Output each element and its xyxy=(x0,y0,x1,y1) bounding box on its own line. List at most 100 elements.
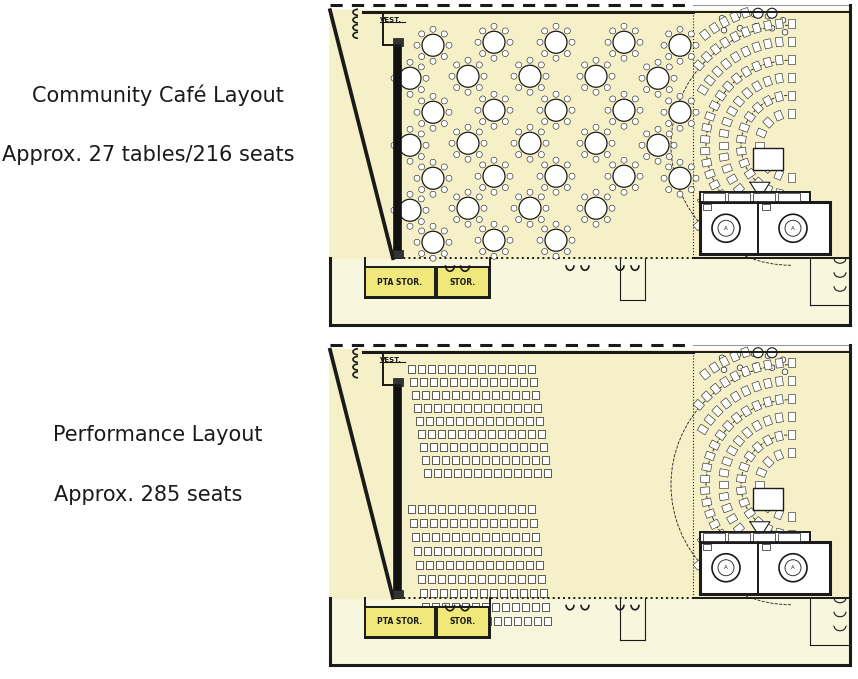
Circle shape xyxy=(553,91,559,97)
Circle shape xyxy=(644,153,650,160)
Circle shape xyxy=(593,57,599,63)
Bar xyxy=(424,404,431,411)
Bar xyxy=(480,443,487,451)
Bar xyxy=(774,509,783,520)
Circle shape xyxy=(441,121,447,126)
Circle shape xyxy=(632,96,638,102)
Bar xyxy=(762,544,770,550)
Bar xyxy=(420,589,427,597)
Bar xyxy=(730,567,741,579)
Circle shape xyxy=(677,125,683,131)
Circle shape xyxy=(632,119,638,124)
Bar xyxy=(488,365,495,373)
Bar xyxy=(764,57,772,68)
Circle shape xyxy=(553,124,559,129)
Text: STOR.: STOR. xyxy=(450,617,476,626)
Circle shape xyxy=(593,189,599,196)
Bar xyxy=(721,560,732,572)
Bar xyxy=(462,456,469,464)
Bar xyxy=(508,574,515,583)
Circle shape xyxy=(465,189,471,196)
Circle shape xyxy=(735,12,740,18)
Circle shape xyxy=(399,134,421,156)
Bar xyxy=(744,168,756,179)
Bar xyxy=(710,43,721,55)
Bar xyxy=(498,430,505,438)
Bar xyxy=(710,575,721,587)
Bar xyxy=(776,19,783,29)
Circle shape xyxy=(407,59,413,65)
Bar xyxy=(763,456,774,468)
Bar xyxy=(434,547,441,555)
Bar xyxy=(702,498,712,507)
Bar xyxy=(752,578,761,588)
Bar xyxy=(710,383,721,394)
Bar xyxy=(744,451,756,462)
Bar xyxy=(466,417,473,425)
Bar xyxy=(458,574,465,583)
Circle shape xyxy=(577,73,583,79)
Circle shape xyxy=(610,28,616,34)
Bar xyxy=(458,504,465,513)
Bar xyxy=(498,574,505,583)
Circle shape xyxy=(507,237,513,243)
Circle shape xyxy=(718,220,734,236)
Bar xyxy=(460,519,467,527)
Circle shape xyxy=(541,226,547,232)
Bar xyxy=(734,435,745,447)
Bar xyxy=(536,417,543,425)
Circle shape xyxy=(414,239,420,245)
Circle shape xyxy=(545,230,567,251)
Bar xyxy=(428,574,435,583)
Bar xyxy=(522,456,529,464)
Circle shape xyxy=(480,96,486,102)
Bar xyxy=(502,456,509,464)
Bar xyxy=(730,227,741,239)
Bar xyxy=(432,456,439,464)
Bar xyxy=(426,561,433,569)
Bar xyxy=(730,351,740,362)
Bar xyxy=(700,202,830,254)
Bar xyxy=(520,589,527,597)
Bar xyxy=(524,404,531,411)
Circle shape xyxy=(481,205,487,211)
Circle shape xyxy=(693,175,699,181)
Bar xyxy=(516,561,523,569)
Circle shape xyxy=(407,191,413,198)
Circle shape xyxy=(454,85,460,90)
Bar xyxy=(752,102,764,113)
Bar xyxy=(754,481,764,488)
Circle shape xyxy=(569,237,575,243)
Bar xyxy=(466,561,473,569)
Circle shape xyxy=(399,199,421,221)
Circle shape xyxy=(782,29,788,35)
Bar xyxy=(464,547,471,555)
Bar xyxy=(494,617,501,625)
Circle shape xyxy=(621,23,627,29)
Bar xyxy=(408,365,415,373)
Bar xyxy=(712,405,723,417)
Bar xyxy=(718,481,728,488)
Bar xyxy=(719,153,729,162)
Bar xyxy=(412,390,419,399)
Circle shape xyxy=(553,23,559,29)
Bar xyxy=(734,523,745,534)
Bar xyxy=(704,451,716,461)
Circle shape xyxy=(441,251,447,257)
Bar xyxy=(438,365,445,373)
Circle shape xyxy=(688,98,694,104)
Circle shape xyxy=(475,107,481,113)
Bar xyxy=(520,443,527,451)
Bar xyxy=(472,390,479,399)
Circle shape xyxy=(511,73,517,79)
Bar xyxy=(693,399,704,410)
Text: PTA STOR.: PTA STOR. xyxy=(378,278,422,287)
Circle shape xyxy=(422,232,444,253)
Bar xyxy=(699,29,710,41)
Circle shape xyxy=(621,91,627,97)
Bar xyxy=(764,378,772,388)
Circle shape xyxy=(430,125,436,131)
Circle shape xyxy=(465,89,471,95)
Bar xyxy=(442,533,449,540)
Bar xyxy=(788,208,795,218)
